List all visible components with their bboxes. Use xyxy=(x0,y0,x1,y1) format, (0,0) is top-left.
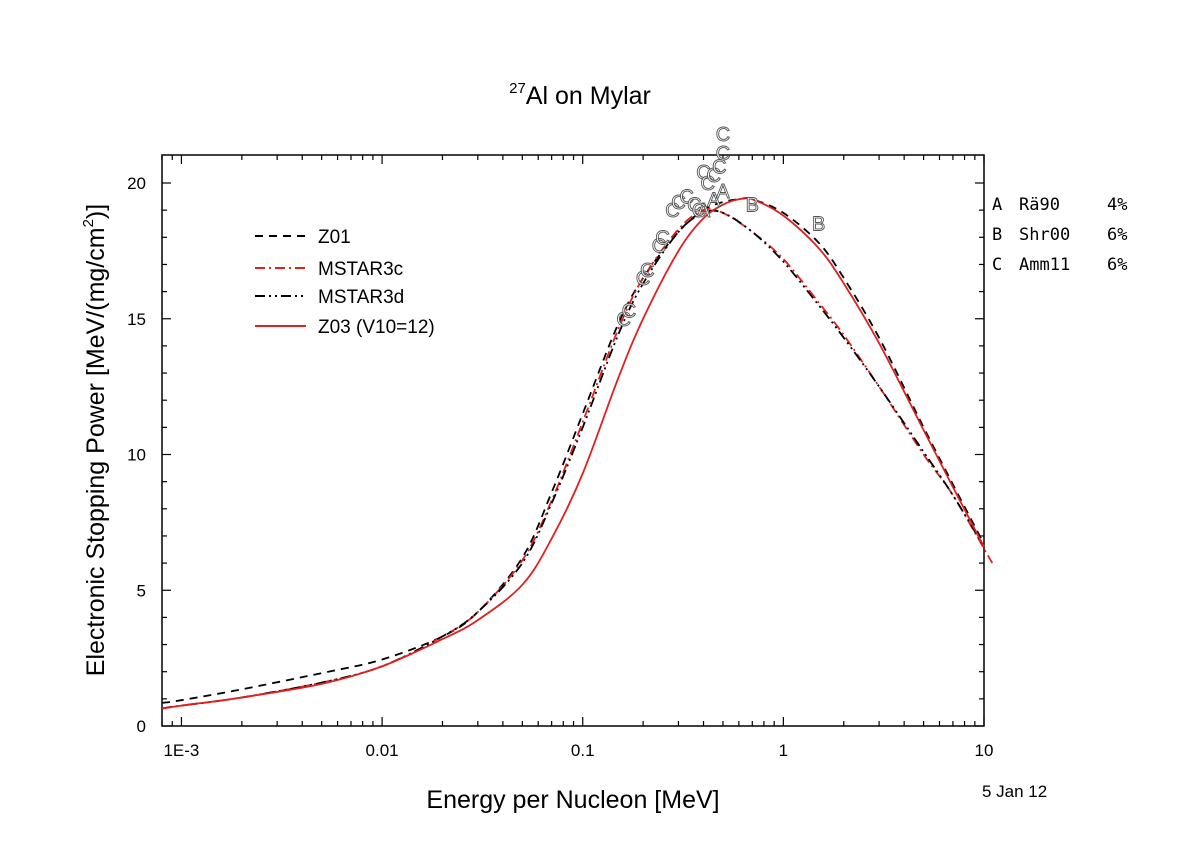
reference-code-a: A xyxy=(992,195,1002,215)
data-marker-b: B xyxy=(812,214,825,236)
x-tick-label: 1 xyxy=(779,741,788,760)
title-mass-number: 27 xyxy=(509,80,526,97)
date-stamp: 5 Jan 12 xyxy=(982,782,1047,801)
y-axis-title-group: Electronic Stopping Power [MeV/(mg/cm2)] xyxy=(80,204,110,676)
data-marker-c: C xyxy=(692,200,706,222)
data-marker-c: C xyxy=(665,200,679,222)
data-marker-a: A xyxy=(707,189,721,211)
x-tick-label: 10 xyxy=(975,741,994,760)
data-marker-c: C xyxy=(636,268,650,290)
y-axis-ticks: 0 5 10 15 20 xyxy=(127,174,984,736)
legend-label-mstar3c: MSTAR3c xyxy=(318,259,403,280)
series-line-z03-v10-12 xyxy=(162,196,985,710)
data-marker-c: C xyxy=(640,260,654,282)
legend-label-z01: Z01 xyxy=(318,227,351,248)
data-marker-c: C xyxy=(687,195,701,217)
data-marker-c: C xyxy=(616,309,630,331)
reference-code-c: C xyxy=(992,255,1002,275)
data-marker-c: C xyxy=(671,192,685,214)
reference-name-b: Shr00 xyxy=(1019,225,1070,245)
y-tick-label: 15 xyxy=(127,310,146,329)
reference-name-a: Rä90 xyxy=(1019,195,1060,215)
data-marker-c: C xyxy=(680,187,694,209)
y-axis-title-sup: 2 xyxy=(80,219,97,227)
y-tick-label: 10 xyxy=(127,446,146,465)
data-marker-c: C xyxy=(696,162,710,184)
chart-title: 27Al on Mylar xyxy=(509,80,651,110)
x-axis-title: Energy per Nucleon [MeV] xyxy=(426,786,719,814)
data-marker-b: B xyxy=(746,195,759,217)
y-tick-label: 0 xyxy=(137,717,146,736)
y-tick-label: 20 xyxy=(127,174,146,193)
data-marker-c: C xyxy=(622,301,636,323)
reference-code-b: B xyxy=(992,225,1002,245)
plot-frame xyxy=(161,154,985,727)
series-layer xyxy=(162,196,994,710)
legend-label-mstar3d: MSTAR3d xyxy=(318,287,404,308)
data-marker-c: C xyxy=(701,173,715,195)
y-axis-title-main: Electronic Stopping Power [MeV/(mg/cm xyxy=(82,227,110,676)
y-tick-label: 5 xyxy=(137,581,146,600)
series-line-mstar3c xyxy=(162,207,994,710)
data-marker-a: A xyxy=(697,200,711,222)
x-axis-ticks: 1E-3 0.01 0.1 1 10 xyxy=(161,155,994,760)
reference-percent-b: 6% xyxy=(1107,225,1127,245)
reference-percent-a: 4% xyxy=(1107,195,1127,215)
reference-name-c: Amm11 xyxy=(1019,255,1070,275)
x-tick-label: 1E-3 xyxy=(163,741,199,760)
y-axis-title-end: )] xyxy=(82,204,110,219)
y-axis-title: Electronic Stopping Power [MeV/(mg/cm2)] xyxy=(80,204,110,676)
title-main: Al on Mylar xyxy=(526,82,651,110)
svg-text:27Al on Mylar: 27Al on Mylar xyxy=(509,80,651,110)
series-line-mstar3d xyxy=(162,209,985,710)
data-marker-c: C xyxy=(652,235,666,257)
x-tick-label: 0.01 xyxy=(366,741,399,760)
data-marker-c: C xyxy=(655,227,669,249)
legend-label-z03: Z03 (V10=12) xyxy=(318,317,435,338)
legend: Z01 MSTAR3c MSTAR3d Z03 (V10=12) xyxy=(255,227,435,338)
data-marker-c: C xyxy=(712,157,726,179)
data-marker-c: C xyxy=(716,124,730,146)
reference-percent-c: 6% xyxy=(1107,255,1127,275)
data-marker-c: C xyxy=(716,143,730,165)
data-marker-a: A xyxy=(716,181,730,203)
x-tick-label: 0.1 xyxy=(571,741,595,760)
data-marker-c: C xyxy=(707,165,721,187)
reference-list: A Rä90 4% B Shr00 6% C Amm11 6% xyxy=(992,195,1127,275)
